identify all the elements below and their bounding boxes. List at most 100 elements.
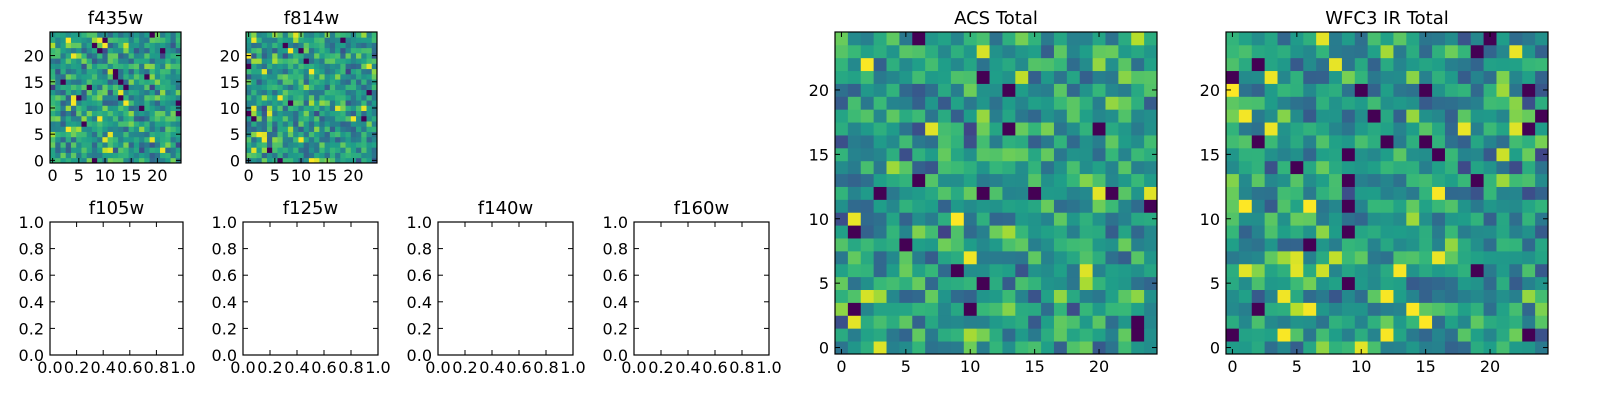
heatmap-cell [350, 47, 357, 54]
heatmap-cell [91, 68, 98, 75]
y-tick-label: 0.6 [603, 266, 628, 285]
heatmap-cell [308, 115, 315, 122]
heatmap-cell [154, 89, 161, 96]
heatmap-cell [123, 58, 129, 64]
heatmap-cell [356, 131, 362, 138]
heatmap-cell [1303, 250, 1317, 265]
x-tick-label: 0.6 [117, 358, 142, 377]
heatmap-cell [287, 68, 294, 75]
x-tick-label: 1.0 [560, 358, 585, 377]
heatmap-cell [938, 276, 952, 290]
heatmap-cell [1316, 44, 1330, 59]
heatmap-cell [160, 157, 166, 164]
heatmap-cell [55, 136, 61, 143]
heatmap-cell [1535, 147, 1549, 162]
heatmap-cell [1028, 212, 1042, 226]
heatmap-cell [1277, 122, 1291, 136]
heatmap-cell [175, 115, 182, 122]
heatmap-cell [1066, 122, 1081, 136]
x-tick-label: 15 [1415, 357, 1435, 376]
heatmap-cell [1354, 199, 1369, 213]
heatmap-cell [1432, 302, 1446, 316]
heatmap-cell [277, 157, 284, 164]
heatmap-cell [1329, 225, 1343, 239]
y-tick-label: 15 [809, 145, 829, 164]
heatmap-cell [350, 68, 357, 75]
heatmap-cell [361, 89, 367, 96]
x-tick-label: 5 [1292, 357, 1302, 376]
heatmap-cell [1367, 263, 1381, 278]
heatmap-cell [1264, 135, 1278, 149]
heatmap-cell [139, 126, 145, 132]
heatmap-cell [350, 142, 357, 148]
heatmap-cell [1002, 173, 1016, 187]
heatmap-cell [1002, 276, 1016, 290]
heatmap-cell [1522, 109, 1536, 123]
heatmap-cell [1066, 160, 1081, 175]
heatmap-cell [371, 136, 378, 143]
heatmap-cell [860, 212, 875, 226]
heatmap-cell [371, 110, 378, 117]
heatmap-cell [118, 152, 124, 159]
heatmap-cell [963, 315, 978, 329]
heatmap-cell [55, 126, 61, 132]
heatmap-cell [149, 52, 156, 59]
heatmap-cell [356, 73, 362, 80]
heatmap-cell [256, 142, 263, 148]
heatmap-cell [76, 152, 82, 159]
heatmap-cell [1380, 186, 1394, 200]
heatmap-cell [303, 110, 310, 117]
heatmap-cell [246, 63, 252, 70]
heatmap-cell [1290, 147, 1304, 162]
heatmap-cell [963, 57, 978, 72]
heatmap-cell [308, 37, 315, 43]
heatmap-cell [170, 63, 177, 70]
heatmap-cell [272, 131, 278, 138]
heatmap-cell [1419, 122, 1433, 136]
heatmap-cell [1535, 96, 1549, 110]
heatmap-cell [1316, 302, 1330, 316]
heatmap-cell [1028, 32, 1042, 46]
heatmap-cell [1457, 83, 1472, 97]
heatmap-cell [128, 52, 135, 59]
heatmap-cell [261, 110, 268, 117]
heatmap-cell [1470, 328, 1484, 342]
heatmap-cell [287, 131, 294, 138]
heatmap-cell [345, 89, 352, 96]
heatmap-cell [976, 315, 990, 329]
heatmap-cell [60, 152, 67, 159]
heatmap-cell [139, 121, 145, 127]
heatmap-cell [847, 199, 862, 213]
heatmap-cell [65, 152, 72, 159]
heatmap-cell [91, 89, 98, 96]
heatmap-cell [1028, 276, 1042, 290]
heatmap-cell [1041, 135, 1055, 149]
heatmap-cell [1380, 109, 1394, 123]
y-tick-label: 20 [220, 47, 240, 66]
heatmap-cell [1393, 289, 1407, 303]
heatmap-cell [1251, 70, 1266, 84]
heatmap-cell [1380, 44, 1394, 59]
heatmap-cell [1251, 302, 1266, 316]
heatmap-cell [293, 52, 299, 59]
heatmap-cell [1367, 302, 1381, 316]
heatmap-cell [55, 142, 61, 148]
heatmap-cell [55, 131, 61, 138]
heatmap-cell [1290, 315, 1304, 329]
heatmap-cell [128, 79, 135, 85]
heatmap-cell [1251, 315, 1266, 329]
subplot-4: 0.0 0.2 0.4 0.6 0.8 1.00.00.20.40.60.81.0f140… [407, 198, 586, 377]
heatmap-cell [963, 109, 978, 123]
heatmap-cell [950, 225, 965, 239]
heatmap-cell [1131, 173, 1145, 187]
heatmap-cell [60, 68, 67, 75]
heatmap-cell [97, 152, 103, 159]
heatmap-cell [277, 84, 284, 91]
heatmap-cell [1535, 238, 1549, 252]
heatmap-cell [925, 289, 939, 303]
heatmap-cell [251, 94, 257, 101]
heatmap-cell [60, 42, 67, 49]
heatmap-cell [287, 42, 294, 49]
heatmap-cell [1118, 199, 1132, 213]
heatmap-cell [1066, 109, 1081, 123]
